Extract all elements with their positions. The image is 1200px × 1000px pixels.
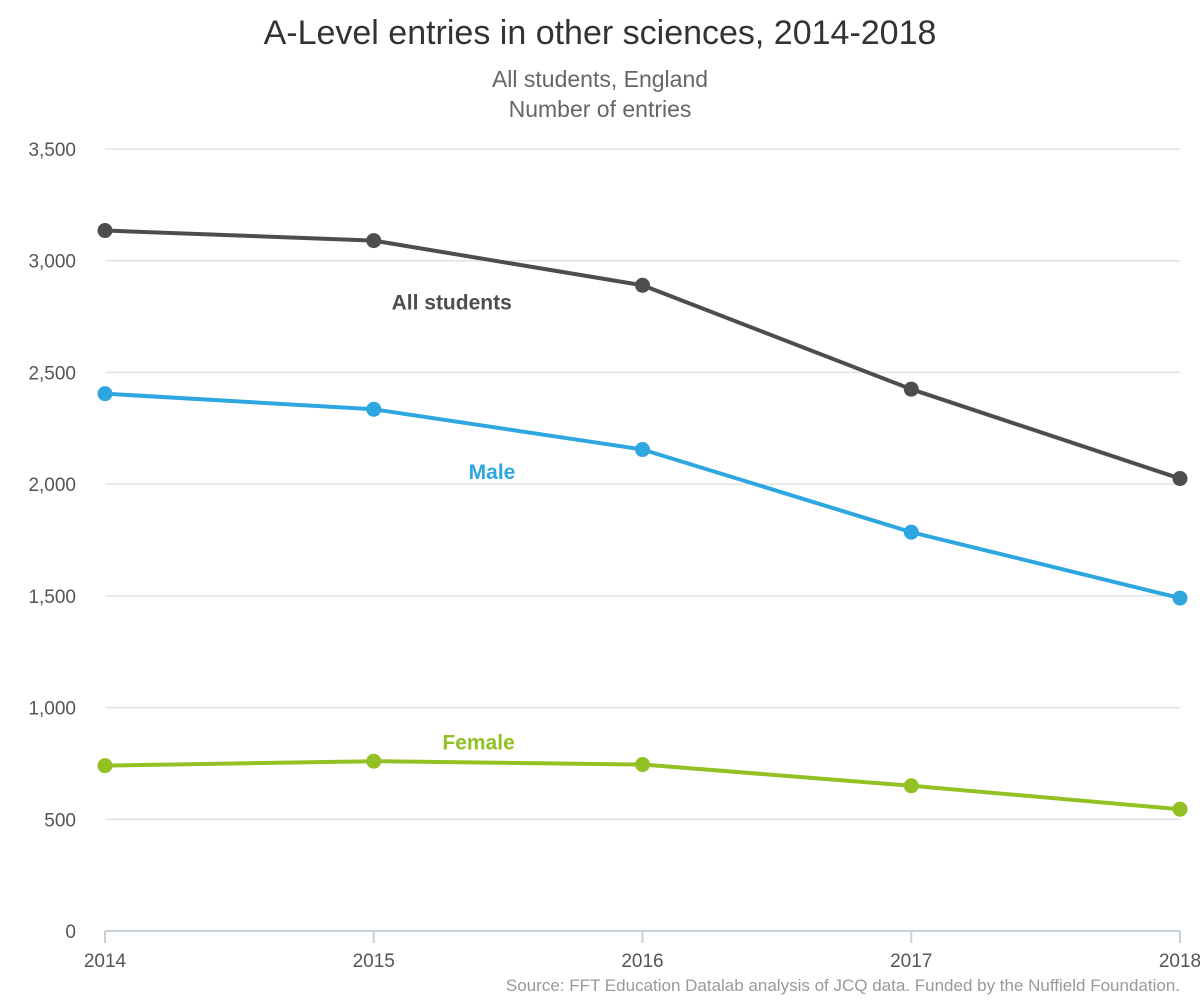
data-point [903, 524, 919, 540]
x-tick-label: 2016 [621, 951, 663, 972]
x-tick-label: 2018 [1159, 951, 1200, 972]
y-tick-label: 1,500 [28, 587, 76, 608]
data-point [1172, 590, 1188, 606]
data-point [366, 753, 382, 769]
series-line [104, 228, 1181, 481]
data-point [1172, 471, 1188, 487]
x-tick-label: 2017 [890, 951, 932, 972]
data-point [903, 778, 919, 794]
series-label: Male [469, 461, 516, 484]
x-tick-label: 2015 [353, 951, 395, 972]
data-point [97, 386, 113, 402]
data-point [903, 381, 919, 397]
data-point [97, 223, 113, 239]
y-tick-label: 2,500 [28, 363, 76, 384]
y-tick-label: 500 [44, 810, 76, 831]
y-tick-label: 0 [65, 922, 76, 943]
data-point [1172, 801, 1188, 817]
data-point [366, 401, 382, 417]
data-point [366, 233, 382, 249]
data-point [635, 442, 650, 458]
chart-title: A-Level entries in other sciences, 2014-… [263, 14, 937, 52]
data-point [635, 757, 650, 773]
y-tick-label: 1,000 [28, 699, 76, 720]
y-tick-label: 3,000 [28, 252, 76, 273]
chart-subtitle-line-2: Number of entries [508, 96, 692, 122]
series-label: Female [442, 732, 514, 755]
chart-subtitle-line-1: All students, England [491, 66, 709, 92]
series-label: All students [392, 292, 512, 315]
x-tick-label: 2014 [84, 951, 127, 972]
source-note: Source: FFT Education Datalab analysis o… [505, 976, 1180, 995]
y-tick-label: 3,500 [28, 140, 76, 161]
data-point [97, 758, 113, 774]
data-point [635, 277, 650, 293]
y-tick-label: 2,000 [28, 475, 76, 496]
